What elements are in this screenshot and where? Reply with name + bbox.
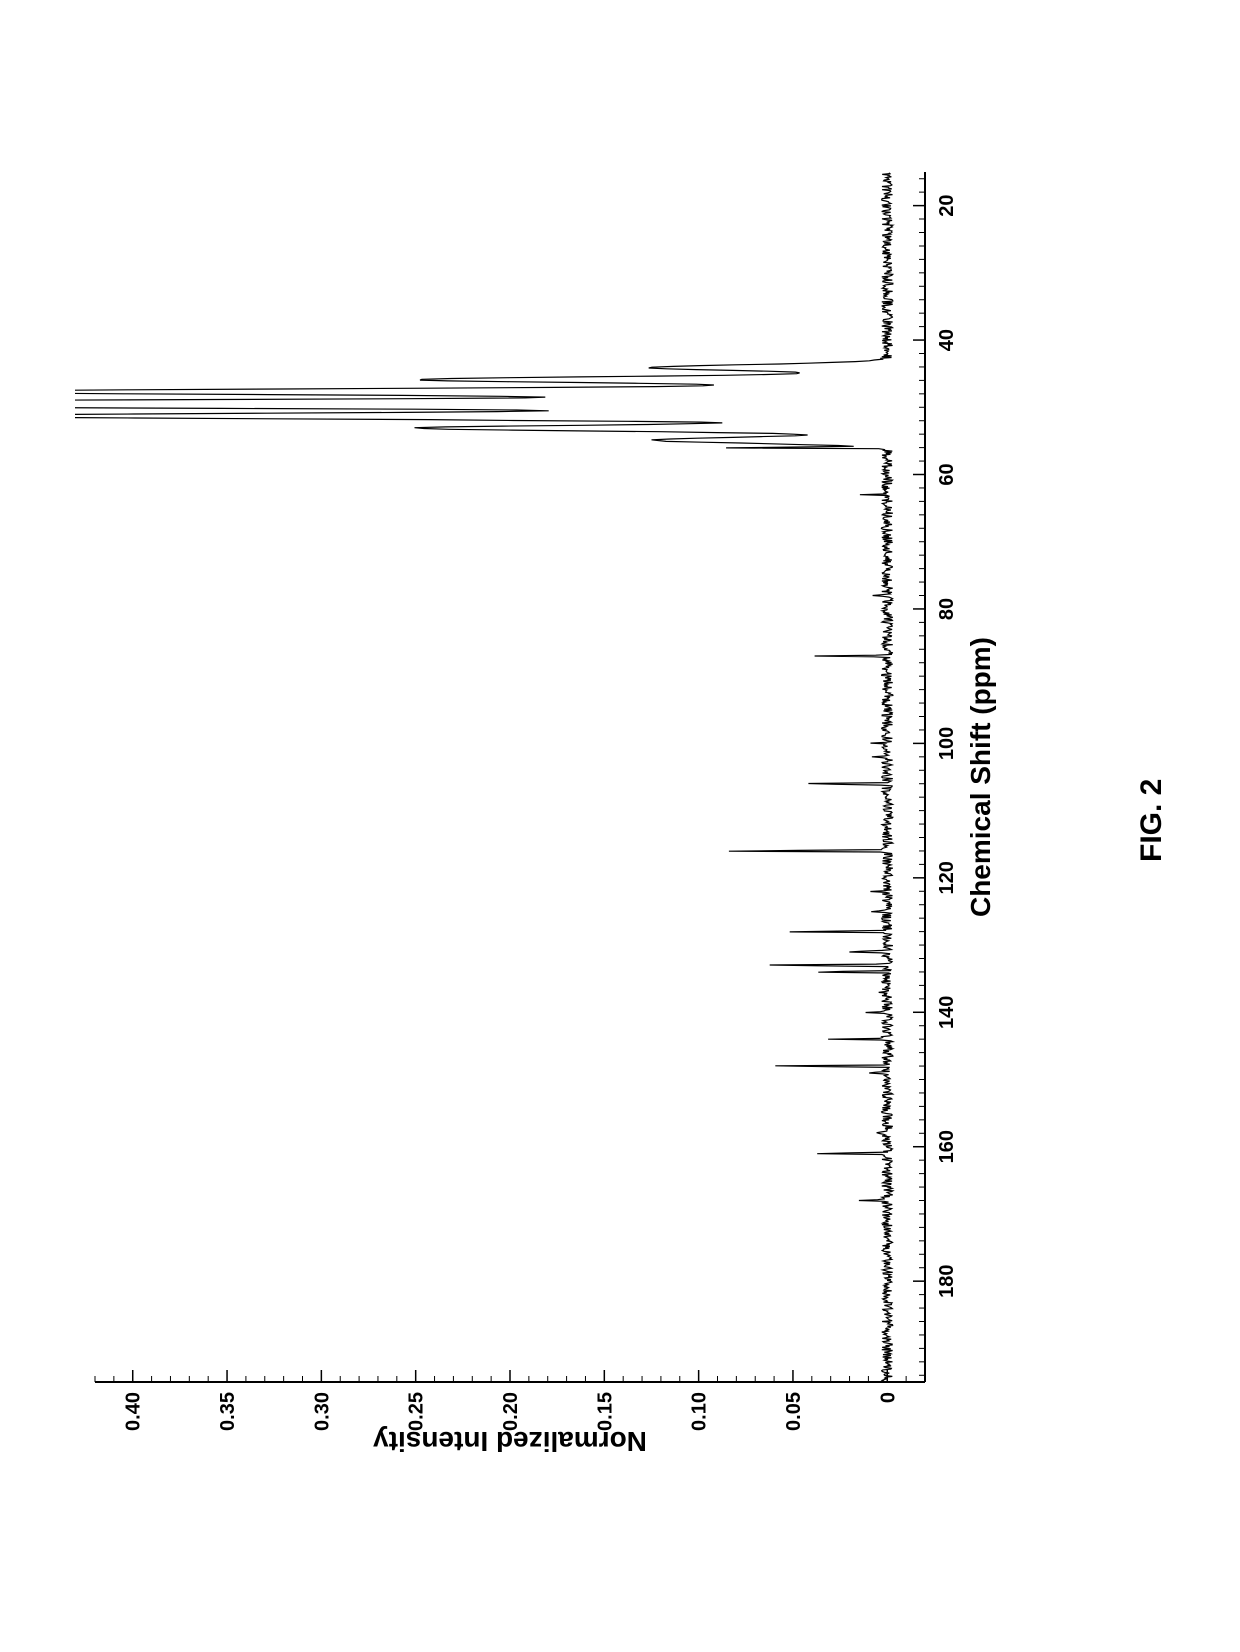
svg-text:0.30: 0.30 xyxy=(311,1392,333,1431)
svg-text:40: 40 xyxy=(936,329,958,351)
svg-text:60: 60 xyxy=(936,463,958,485)
figure-caption: FIG. 2 xyxy=(1135,779,1169,862)
svg-text:20: 20 xyxy=(936,194,958,216)
svg-text:0.20: 0.20 xyxy=(500,1392,522,1431)
svg-text:100: 100 xyxy=(936,727,958,760)
svg-text:Normalized Intensity: Normalized Intensity xyxy=(373,1426,647,1452)
svg-text:0.10: 0.10 xyxy=(689,1392,711,1431)
svg-text:160: 160 xyxy=(936,1130,958,1163)
svg-text:0: 0 xyxy=(877,1392,899,1403)
svg-text:140: 140 xyxy=(936,996,958,1029)
svg-text:0.05: 0.05 xyxy=(783,1392,805,1431)
svg-text:120: 120 xyxy=(936,861,958,894)
svg-text:0.15: 0.15 xyxy=(594,1392,616,1431)
svg-text:Chemical Shift (ppm): Chemical Shift (ppm) xyxy=(965,637,996,917)
spectrum-trace xyxy=(75,173,893,1382)
svg-text:0.35: 0.35 xyxy=(217,1392,239,1431)
nmr-spectrum-chart: 0 0.05 0.10 0.15 0.20 0.25 0.30 0.35 0.40 180 160 1… xyxy=(75,152,1025,1452)
svg-text:80: 80 xyxy=(936,598,958,620)
svg-text:180: 180 xyxy=(936,1264,958,1297)
svg-text:0.40: 0.40 xyxy=(123,1392,145,1431)
svg-text:0.25: 0.25 xyxy=(406,1392,428,1431)
